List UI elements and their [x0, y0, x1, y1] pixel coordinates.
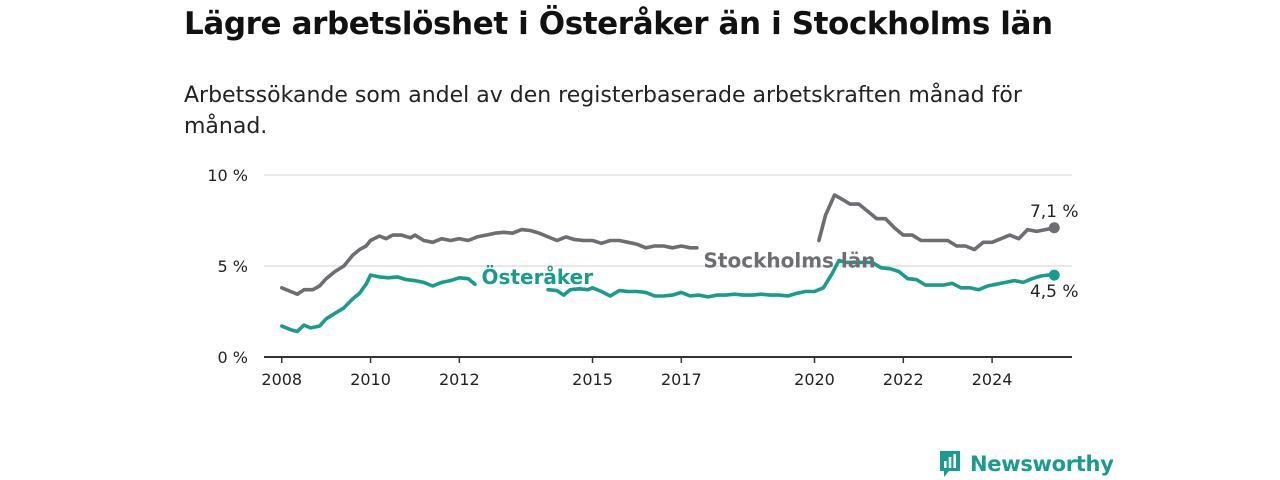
x-tick-label: 2022: [883, 370, 924, 389]
x-tick-label: 2020: [794, 370, 835, 389]
brand-name: Newsworthy: [970, 452, 1114, 476]
chart-subtitle: Arbetssökande som andel av den registerb…: [184, 83, 1022, 139]
chart-title: Lägre arbetslöshet i Österåker än i Stoc…: [184, 6, 1053, 42]
series-line-osteraker: [280, 273, 477, 334]
end-point-stockholm: [1048, 222, 1060, 234]
series-label-stockholm: Stockholms län: [704, 249, 876, 273]
end-point-osteraker: [1048, 269, 1060, 281]
series-layer: [280, 193, 1060, 334]
axis-layer: 0 % 5 % 10 % 2008 2010 2012 2015 2017 2020 2022 20…: [207, 166, 1072, 389]
series-line-stockholm: [817, 193, 1056, 252]
brand-logo[interactable]: Newsworthy: [938, 448, 1114, 480]
x-tick-label: 2015: [572, 370, 613, 389]
series-line-osteraker: [546, 258, 1056, 299]
label-layer: 7,1 % 4,5 % Stockholms län Österåker: [482, 202, 1079, 302]
grid-layer: [264, 174, 1072, 267]
y-tick-label: 10 %: [207, 166, 248, 185]
x-tick-label: 2012: [439, 370, 480, 389]
series-line-stockholm: [280, 227, 699, 296]
end-value-label-osteraker: 4,5 %: [1030, 282, 1079, 302]
newsworthy-logo-icon: [940, 451, 960, 477]
x-tick-label: 2010: [350, 370, 391, 389]
y-tick-label: 5 %: [218, 257, 248, 276]
series-label-osteraker: Österåker: [482, 265, 594, 289]
y-tick-label: 0 %: [218, 348, 248, 367]
end-value-label-stockholm: 7,1 %: [1030, 202, 1079, 222]
x-tick-label: 2017: [661, 370, 702, 389]
x-tick-label: 2008: [261, 370, 302, 389]
x-tick-label: 2024: [972, 370, 1013, 389]
